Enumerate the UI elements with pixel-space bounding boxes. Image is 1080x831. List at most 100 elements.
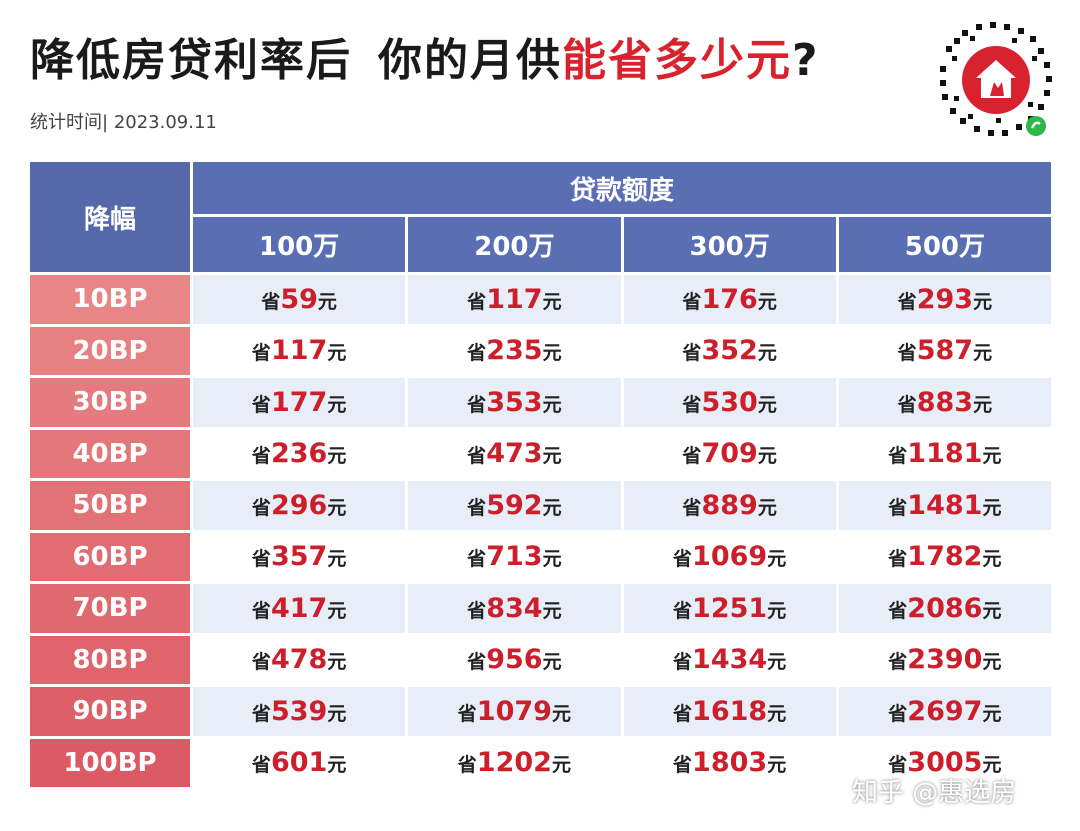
cell-prefix: 省	[467, 548, 487, 571]
cell-prefix: 省	[467, 599, 487, 622]
row-label: 70BP	[30, 584, 190, 633]
savings-cell: 省296元	[193, 481, 406, 530]
cell-value: 1434	[692, 644, 768, 676]
mini-program-qr-icon[interactable]	[932, 16, 1060, 144]
cell-prefix: 省	[673, 702, 693, 725]
cell-suffix: 元	[327, 599, 347, 622]
cell-suffix: 元	[767, 651, 787, 674]
cell-prefix: 省	[673, 754, 693, 777]
savings-cell: 省117元	[193, 326, 406, 375]
cell-suffix: 元	[982, 702, 1002, 725]
cell-value: 956	[486, 644, 543, 676]
cell-value: 59	[280, 283, 318, 315]
savings-cell: 省1481元	[838, 481, 1051, 530]
cell-prefix: 省	[467, 651, 487, 674]
cell-prefix: 省	[888, 496, 908, 519]
cell-value: 1481	[907, 489, 983, 521]
cell-value: 357	[270, 541, 328, 573]
cell-value: 176	[701, 283, 758, 315]
row-label: 60BP	[30, 532, 190, 581]
cell-value: 1202	[476, 747, 552, 779]
cell-suffix: 元	[767, 599, 787, 622]
savings-cell: 省417元	[193, 584, 406, 633]
savings-cell: 省834元	[408, 584, 621, 633]
savings-cell: 省176元	[623, 275, 836, 324]
cell-value: 834	[486, 592, 543, 624]
savings-cell: 省1202元	[408, 738, 621, 787]
cell-prefix: 省	[467, 342, 487, 365]
column-header: 500万	[838, 217, 1051, 272]
cell-value: 889	[701, 489, 758, 521]
savings-cell: 省59元	[193, 275, 406, 324]
cell-value: 2390	[907, 644, 983, 676]
cell-prefix: 省	[467, 393, 487, 416]
cell-suffix: 元	[327, 393, 347, 416]
loan-amount-header: 贷款额度	[193, 162, 1051, 214]
cell-prefix: 省	[251, 754, 271, 777]
cell-suffix: 元	[327, 445, 347, 468]
cell-prefix: 省	[251, 445, 271, 468]
cell-prefix: 省	[888, 754, 908, 777]
cell-prefix: 省	[251, 651, 271, 674]
savings-cell: 省889元	[623, 481, 836, 530]
savings-cell: 省2086元	[838, 584, 1051, 633]
savings-cell: 省3005元	[838, 738, 1051, 787]
cell-suffix: 元	[767, 702, 787, 725]
savings-cell: 省539元	[193, 687, 406, 736]
cell-suffix: 元	[542, 393, 562, 416]
cell-value: 1782	[907, 541, 983, 573]
row-label: 90BP	[30, 687, 190, 736]
cell-prefix: 省	[673, 548, 693, 571]
stat-time: 统计时间| 2023.09.11	[30, 108, 217, 134]
savings-cell: 省177元	[193, 378, 406, 427]
cell-prefix: 省	[457, 754, 477, 777]
savings-cell: 省117元	[408, 275, 621, 324]
cell-suffix: 元	[542, 342, 562, 365]
cell-prefix: 省	[467, 290, 487, 313]
savings-cell: 省1618元	[623, 687, 836, 736]
savings-cell: 省473元	[408, 429, 621, 478]
cell-prefix: 省	[682, 342, 702, 365]
cell-suffix: 元	[327, 496, 347, 519]
cell-value: 1181	[907, 438, 983, 470]
cell-suffix: 元	[982, 651, 1002, 674]
table-row: 60BP 省357元 省713元 省1069元 省1782元	[30, 532, 1051, 581]
savings-cell: 省1079元	[408, 687, 621, 736]
cell-prefix: 省	[888, 599, 908, 622]
savings-cell: 省713元	[408, 532, 621, 581]
cell-value: 236	[270, 438, 328, 470]
cell-prefix: 省	[682, 393, 702, 416]
row-label: 80BP	[30, 635, 190, 684]
cell-prefix: 省	[897, 393, 917, 416]
cell-suffix: 元	[327, 651, 347, 674]
cell-suffix: 元	[327, 754, 347, 777]
cell-value: 1069	[692, 541, 768, 573]
savings-cell: 省592元	[408, 481, 621, 530]
cell-prefix: 省	[251, 496, 271, 519]
cell-prefix: 省	[251, 548, 271, 571]
cell-value: 352	[701, 335, 758, 367]
cell-value: 117	[486, 283, 543, 315]
cell-suffix: 元	[982, 496, 1002, 519]
savings-cell: 省587元	[838, 326, 1051, 375]
cell-suffix: 元	[757, 496, 777, 519]
cell-value: 417	[270, 592, 328, 624]
cell-prefix: 省	[897, 342, 917, 365]
cell-prefix: 省	[261, 290, 281, 313]
savings-cell: 省236元	[193, 429, 406, 478]
cell-value: 713	[486, 541, 543, 573]
savings-cell: 省478元	[193, 635, 406, 684]
cell-prefix: 省	[888, 445, 908, 468]
cell-prefix: 省	[467, 445, 487, 468]
corner-header: 降幅	[30, 162, 190, 272]
cell-prefix: 省	[888, 702, 908, 725]
cell-value: 539	[270, 695, 328, 727]
savings-cell: 省357元	[193, 532, 406, 581]
row-label: 30BP	[30, 378, 190, 427]
cell-suffix: 元	[551, 702, 571, 725]
cell-value: 1079	[476, 695, 552, 727]
column-header: 300万	[623, 217, 836, 272]
cell-suffix: 元	[982, 754, 1002, 777]
savings-cell: 省353元	[408, 378, 621, 427]
cell-suffix: 元	[542, 548, 562, 571]
